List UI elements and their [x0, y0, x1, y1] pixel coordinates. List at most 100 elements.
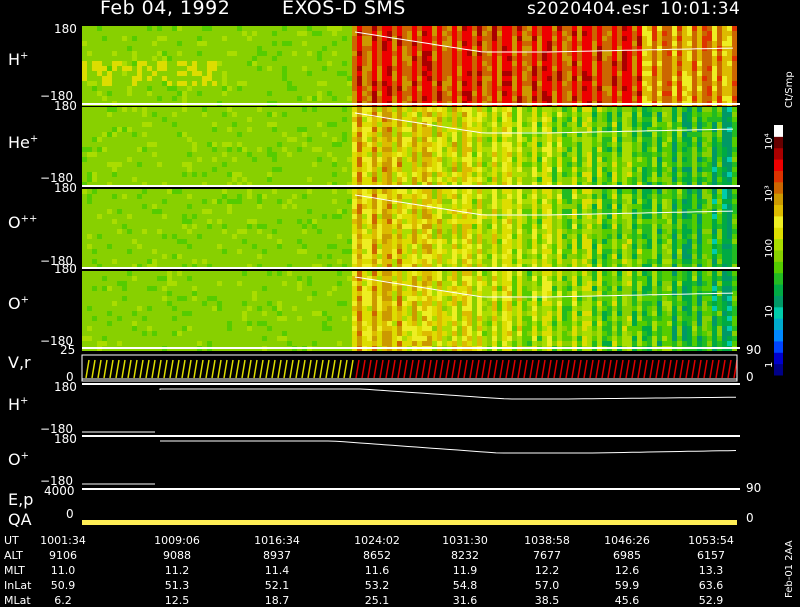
spectrogram-oplusplus: [82, 189, 737, 269]
table-cell: 57.0: [512, 579, 582, 592]
table-cell: 9088: [142, 549, 212, 562]
panel-vr-right-bottom: 0: [746, 370, 754, 384]
footer-vertical-label: Feb-01 2AA: [784, 540, 795, 598]
colorbar-title: Ct/Smp: [784, 71, 795, 108]
colorbar-swatch-16: [774, 182, 783, 194]
table-cell: 6.2: [28, 594, 98, 607]
hplus-line-trace: [160, 389, 736, 399]
colorbar-swatch-3: [774, 330, 783, 342]
table-cell: 1053:54: [676, 534, 746, 547]
table-cell: 13.3: [676, 564, 746, 577]
table-cell: 31.6: [430, 594, 500, 607]
table-cell: 8937: [242, 549, 312, 562]
table-cell: 1001:34: [28, 534, 98, 547]
table-cell: 1024:02: [342, 534, 412, 547]
table-cell: 8652: [342, 549, 412, 562]
colorbar-tick-1: 1: [764, 362, 775, 368]
colorbar-swatch-0: [774, 364, 783, 376]
plot-file: s2020404.esr: [527, 0, 649, 19]
colorbar-swatch-4: [774, 318, 783, 330]
colorbar-swatch-6: [774, 295, 783, 307]
table-row-label: ALT: [4, 549, 23, 562]
panel-oplus-top: 180: [54, 262, 77, 276]
qa-bar: [82, 520, 737, 525]
colorbar-swatch-2: [774, 341, 783, 353]
panel-ep-right: 0: [746, 511, 754, 525]
table-row-label: UT: [4, 534, 19, 547]
colorbar-tick-100: 100: [764, 239, 775, 258]
table-cell: 6985: [592, 549, 662, 562]
table-cell: 12.6: [592, 564, 662, 577]
plot-time: 10:01:34: [660, 0, 740, 19]
panel-qa-label: QA: [8, 510, 32, 529]
panel-hplus-top: 180: [54, 22, 77, 36]
panel-oplus-line-right: 90: [746, 481, 761, 495]
table-cell: 59.9: [592, 579, 662, 592]
colorbar-swatch-13: [774, 216, 783, 228]
colorbar-swatch-20: [774, 136, 783, 148]
panel-oplus-line-label: O+: [8, 450, 29, 469]
table-cell: 9106: [28, 549, 98, 562]
table-cell: 51.3: [142, 579, 212, 592]
table-cell: 1009:06: [142, 534, 212, 547]
table-cell: 11.6: [342, 564, 412, 577]
panel-vr-label: V,r: [8, 353, 31, 372]
colorbar-swatch-9: [774, 261, 783, 273]
colorbar-swatch-17: [774, 170, 783, 182]
colorbar-swatch-14: [774, 205, 783, 217]
panel-oplus-line-top: 180: [54, 432, 77, 446]
table-cell: 38.5: [512, 594, 582, 607]
panel-hplus-line-label: H+: [8, 395, 28, 414]
table-cell: 11.4: [242, 564, 312, 577]
spectrogram-heplus: [82, 107, 737, 187]
table-cell: 45.6: [592, 594, 662, 607]
table-cell: 11.9: [430, 564, 500, 577]
table-cell: 1038:58: [512, 534, 582, 547]
colorbar-swatch-7: [774, 284, 783, 296]
table-cell: 6157: [676, 549, 746, 562]
colorbar-tick-10000: 10⁴: [764, 133, 775, 150]
colorbar-swatch-11: [774, 239, 783, 251]
table-cell: 1046:26: [592, 534, 662, 547]
plot-instrument: EXOS-D SMS: [282, 0, 406, 19]
panel-ep-label: E,p: [8, 490, 33, 509]
table-cell: 63.6: [676, 579, 746, 592]
panel-heplus-top: 180: [54, 99, 77, 113]
table-cell: 53.2: [342, 579, 412, 592]
table-cell: 25.1: [342, 594, 412, 607]
table-cell: 54.8: [430, 579, 500, 592]
table-row-label: MLT: [4, 564, 25, 577]
table-cell: 50.9: [28, 579, 98, 592]
table-cell: 18.7: [242, 594, 312, 607]
table-cell: 8232: [430, 549, 500, 562]
table-cell: 7677: [512, 549, 582, 562]
colorbar-swatch-21: [774, 125, 783, 137]
panel-oplus-label: O+: [8, 294, 29, 313]
panel-hplus-line-top: 180: [54, 380, 77, 394]
table-cell: 1016:34: [242, 534, 312, 547]
oplus-line-trace: [160, 441, 736, 453]
table-cell: 11.0: [28, 564, 98, 577]
colorbar-swatch-8: [774, 273, 783, 285]
plot-date: Feb 04, 1992: [100, 0, 230, 19]
panel-heplus-label: He+: [8, 133, 38, 152]
colorbar-swatch-18: [774, 159, 783, 171]
spectrogram-oplus: [82, 271, 737, 351]
colorbar-tick-1000: 10³: [764, 185, 775, 202]
table-cell: 12.2: [512, 564, 582, 577]
vr-panel: [86, 360, 737, 378]
table-cell: 11.2: [142, 564, 212, 577]
colorbar-swatch-10: [774, 250, 783, 262]
panel-oplusplus-top: 180: [54, 181, 77, 195]
colorbar-tick-10: 10: [764, 305, 775, 318]
table-cell: 12.5: [142, 594, 212, 607]
panel-vr-right-top: 90: [746, 343, 761, 357]
colorbar-swatch-12: [774, 227, 783, 239]
panel-oplusplus-label: O++: [8, 213, 37, 232]
table-cell: 1031:30: [430, 534, 500, 547]
panel-ep-value: 4000: [44, 484, 75, 498]
table-row-label: MLat: [4, 594, 31, 607]
colorbar-swatch-15: [774, 193, 783, 205]
colorbar-swatch-5: [774, 307, 783, 319]
